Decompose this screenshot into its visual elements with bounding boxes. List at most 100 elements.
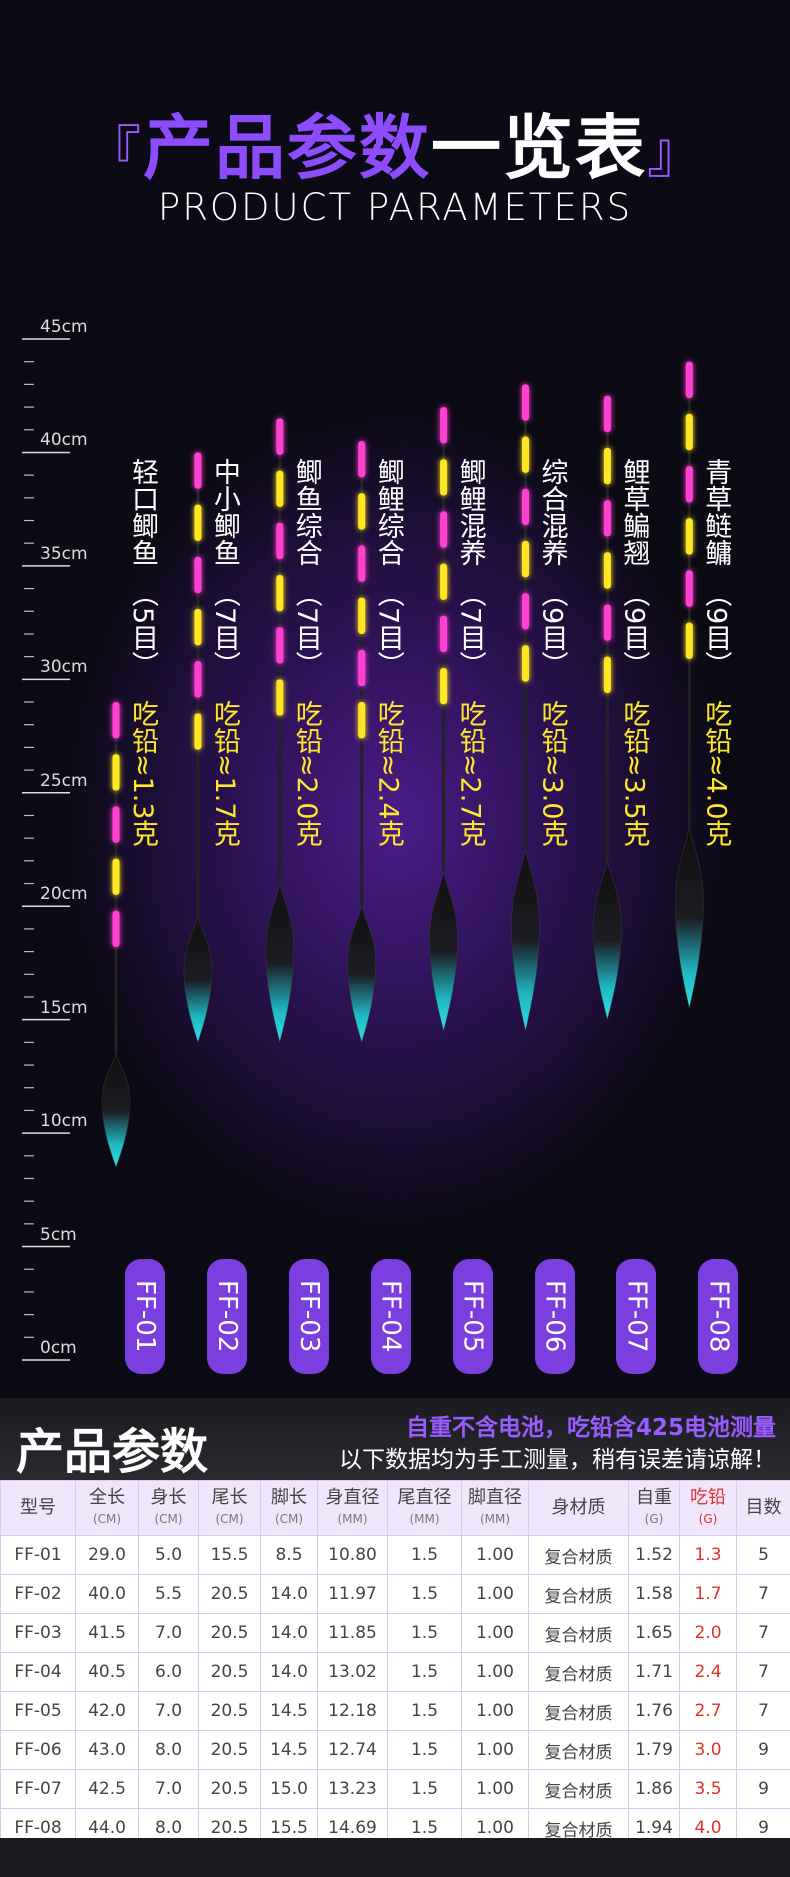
float-label: 鲤草鳊翘 （9目） 吃铅≈3.5克 — [618, 458, 650, 847]
float-name: 鲫鱼综合 — [290, 458, 322, 566]
antenna-segment — [112, 806, 120, 843]
table-cell: 1.00 — [461, 1652, 529, 1692]
table-cell: 40.0 — [75, 1574, 139, 1614]
float-body — [674, 826, 704, 1009]
table-cell: FF-04 — [0, 1652, 76, 1692]
table-row: FF-02 40.0 5.5 20.5 14.0 11.97 1.5 1.00 复合材质 1.58… — [0, 1574, 790, 1614]
table-cell: 1.5 — [387, 1574, 462, 1614]
table-cell: 1.00 — [461, 1535, 529, 1575]
header-name: 身材质 — [551, 1497, 606, 1518]
float-mesh: （7目） — [290, 580, 322, 679]
table-cell: 复合材质 — [528, 1769, 629, 1809]
table-header: 型号 — [0, 1480, 76, 1536]
table-row: FF-07 42.5 7.0 20.5 15.0 13.23 1.5 1.00 复合材质 1.86… — [0, 1769, 790, 1809]
bracket: 』 — [647, 121, 705, 186]
table-cell: 6.0 — [138, 1652, 199, 1692]
antenna-segment — [440, 407, 448, 444]
float-mesh: （7目） — [372, 580, 404, 679]
ruler-label: 40cm — [40, 430, 88, 451]
antenna-segment — [440, 615, 448, 653]
model-pill: FF-05 — [452, 1259, 493, 1374]
antenna-segment — [522, 645, 529, 682]
antenna-segment — [112, 702, 120, 739]
antenna-segment — [522, 436, 529, 473]
table-cell: 1.5 — [387, 1613, 462, 1653]
table-cell: 1.5 — [387, 1769, 462, 1809]
ruler-label: 45cm — [40, 317, 88, 337]
antenna-segment — [194, 452, 202, 489]
table-cell: 1.5 — [387, 1691, 462, 1731]
table-cell: 1.7 — [679, 1574, 737, 1614]
float-name: 鲤草鳊翘 — [618, 458, 650, 566]
table-cell: 7 — [736, 1652, 790, 1692]
table-cell: 7 — [736, 1574, 790, 1614]
antenna-segment — [440, 667, 448, 705]
table-header: 脚直径 (MM) — [461, 1480, 529, 1536]
table-cell: 复合材质 — [528, 1535, 629, 1575]
ruler-label: 15cm — [40, 997, 88, 1018]
table-cell: 7.0 — [138, 1769, 199, 1809]
table-cell: 1.86 — [628, 1769, 680, 1809]
float-name: 鲫鲤综合 — [372, 458, 404, 566]
table-cell: 1.00 — [461, 1613, 529, 1653]
table-cell: FF-03 — [0, 1613, 76, 1653]
table-cell: 1.00 — [461, 1769, 529, 1809]
antenna-segment — [522, 384, 529, 421]
float-name: 青草鲢鳙 — [700, 458, 732, 566]
antenna-segment — [603, 447, 611, 485]
table-cell: 42.0 — [75, 1691, 139, 1731]
table-header: 脚长 (CM) — [260, 1480, 318, 1536]
table-cell: 1.00 — [461, 1691, 529, 1731]
table-row: FF-01 29.0 5.0 15.5 8.5 10.80 1.5 1.00 复合材质 1.52 1… — [0, 1535, 790, 1575]
subtitle: PRODUCT PARAMETERS — [157, 186, 633, 229]
table-cell: 1.76 — [628, 1691, 680, 1731]
table-header: 身材质 — [528, 1480, 629, 1536]
float-body — [347, 906, 377, 1044]
ruler-label: 30cm — [40, 657, 88, 678]
table-cell: 复合材质 — [528, 1730, 629, 1770]
antenna-segment — [276, 470, 284, 507]
antenna-segment — [685, 413, 693, 451]
antenna-segment — [194, 608, 202, 646]
antenna-segment — [603, 395, 611, 433]
antenna-segment — [522, 593, 529, 630]
model-pill: FF-08 — [698, 1259, 739, 1374]
table-cell: 2.4 — [679, 1652, 737, 1692]
antenna-segment — [522, 540, 529, 578]
table-cell: 复合材质 — [528, 1652, 629, 1692]
table-cell: 11.85 — [317, 1613, 388, 1653]
table-cell: FF-06 — [0, 1730, 76, 1770]
title-purple: 产品参数 — [143, 107, 431, 189]
float-body — [101, 1052, 131, 1169]
header-unit: (MM) — [409, 1511, 440, 1526]
float-label: 鲫鱼综合 （7目） 吃铅≈2.0克 — [290, 458, 322, 847]
float-label: 鲫鲤混养 （7目） 吃铅≈2.7克 — [454, 458, 486, 847]
table-row: FF-04 40.5 6.0 20.5 14.0 13.02 1.5 1.00 复合材质 1.71… — [0, 1652, 790, 1692]
antenna-segment — [112, 858, 120, 895]
table-cell: 10.80 — [317, 1535, 388, 1575]
table-cell: 复合材质 — [528, 1613, 629, 1653]
antenna-segment — [112, 754, 120, 791]
antenna-segment — [276, 679, 284, 716]
header-name: 脚长 — [271, 1486, 307, 1508]
float-lead: 吃铅≈2.7克 — [454, 700, 486, 847]
header-name: 目数 — [745, 1497, 782, 1518]
antenna-segment — [276, 522, 284, 560]
table-cell: 20.5 — [198, 1613, 261, 1653]
model-pill: FF-06 — [534, 1259, 575, 1374]
table-cell: 5.5 — [138, 1574, 199, 1614]
float-mesh: （7目） — [454, 580, 486, 679]
header-unit: (MM) — [479, 1511, 511, 1526]
table-cell: 3.0 — [679, 1730, 737, 1770]
antenna-segment — [603, 552, 611, 589]
table-cell: 1.5 — [387, 1652, 462, 1692]
table-cell: 20.5 — [198, 1652, 261, 1692]
antenna-segment — [440, 511, 448, 548]
note: 以下数据均为手工测量，稍有误差请谅解！ — [339, 1447, 776, 1473]
note: 自重不含电池，吃铅含425电池测量 — [405, 1415, 776, 1441]
table-cell: 14.69 — [317, 1808, 388, 1848]
antenna-segment — [276, 627, 284, 664]
ruler-label: 5cm — [40, 1224, 77, 1245]
table-cell: 20.5 — [198, 1730, 261, 1770]
ruler-label: 10cm — [40, 1111, 88, 1132]
